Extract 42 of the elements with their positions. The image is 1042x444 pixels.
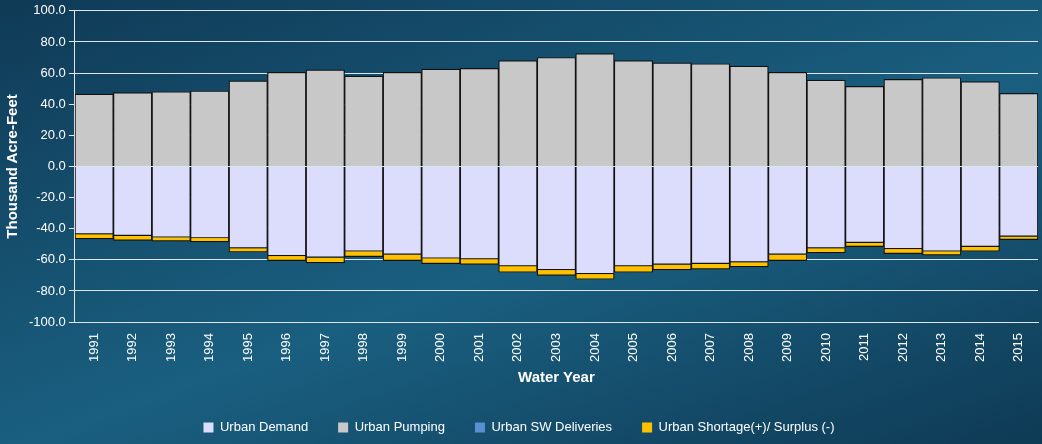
y-tick-label: -80.0 <box>36 282 66 298</box>
x-tick-label: 2013 <box>933 333 949 362</box>
x-tick-label: 2005 <box>625 333 641 362</box>
x-tick-label: 1999 <box>393 333 409 362</box>
x-tick-label: 1995 <box>239 333 255 362</box>
y-tick-label: -60.0 <box>36 251 66 267</box>
x-tick-label: 2002 <box>509 333 525 362</box>
legend-label: Urban Pumping <box>354 419 445 435</box>
x-tick-label: 2001 <box>470 333 486 362</box>
legend-label: Urban Shortage(+)/ Surplus (-) <box>658 419 835 435</box>
x-tick-label: 2012 <box>894 333 910 362</box>
x-tick-label: 2015 <box>1010 333 1026 362</box>
y-tick-label: -100.0 <box>28 313 66 329</box>
y-tick-label: 40.0 <box>40 95 66 111</box>
y-tick-label: 60.0 <box>40 64 66 80</box>
x-tick-label: 2008 <box>740 333 756 362</box>
x-tick-label: 1996 <box>278 333 294 362</box>
legend-label: Urban Demand <box>219 419 309 435</box>
y-axis-title: Thousand Acre-Feet <box>3 94 21 239</box>
x-tick-label: 2006 <box>663 333 679 362</box>
x-tick-label: 2009 <box>779 333 795 362</box>
x-tick-label: 1998 <box>355 333 371 362</box>
x-tick-label: 2004 <box>586 333 602 362</box>
legend-label: Urban SW Deliveries <box>491 419 613 435</box>
y-tick-label: 20.0 <box>40 126 66 142</box>
y-tick-label: -20.0 <box>36 189 66 205</box>
x-tick-label: 2011 <box>856 333 872 362</box>
y-tick-label: 80.0 <box>40 33 66 49</box>
x-tick-label: 1994 <box>201 333 217 362</box>
x-tick-label: 1992 <box>124 333 140 362</box>
x-tick-label: 2007 <box>702 333 718 362</box>
x-tick-label: 2014 <box>971 333 987 362</box>
x-tick-label: 2010 <box>817 333 833 362</box>
x-tick-label: 2003 <box>548 333 564 362</box>
x-tick-label: 2000 <box>432 333 448 362</box>
x-tick-label: 1993 <box>162 333 178 362</box>
y-tick-label: -40.0 <box>36 220 66 236</box>
x-axis-title: Water Year <box>518 368 595 386</box>
x-tick-label: 1997 <box>316 333 332 362</box>
x-tick-label: 1991 <box>85 333 101 362</box>
y-tick-label: 0.0 <box>47 158 66 174</box>
y-tick-label: 100.0 <box>33 2 66 18</box>
